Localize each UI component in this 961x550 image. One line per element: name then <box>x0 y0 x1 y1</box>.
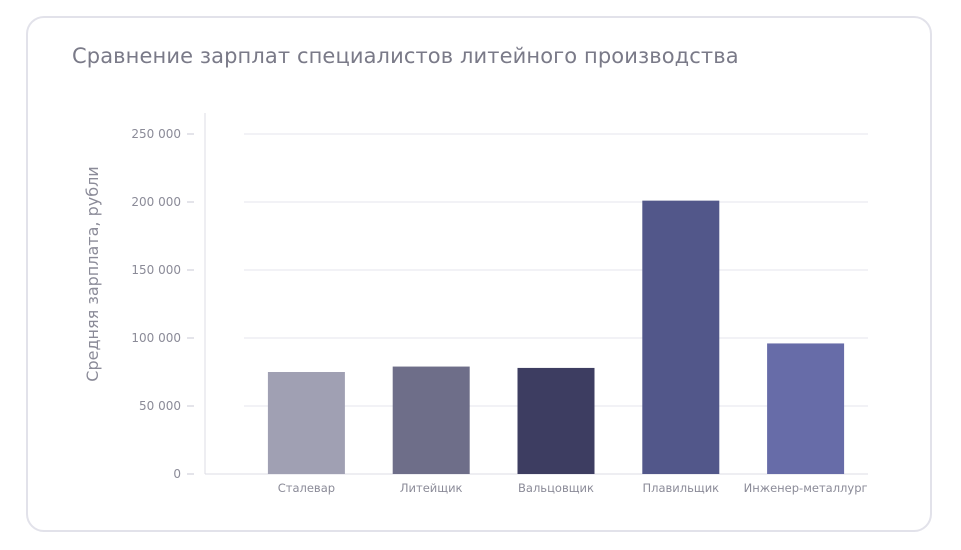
y-tick-label: 50 000 <box>139 399 181 413</box>
y-tick-label: 0 <box>173 467 181 481</box>
x-tick-label: Сталевар <box>278 481 335 495</box>
bars <box>267 200 845 474</box>
bar <box>517 367 595 474</box>
bar <box>392 366 470 474</box>
y-tick-label: 200 000 <box>131 195 181 209</box>
y-tick-label: 100 000 <box>131 331 181 345</box>
chart-title: Сравнение зарплат специалистов литейного… <box>72 44 739 68</box>
x-tick-label: Вальцовщик <box>518 481 594 495</box>
bar <box>767 343 845 474</box>
y-tick-labels: 0 50 000 100 000 150 000 200 000 250 000 <box>131 127 194 481</box>
gridlines <box>244 133 868 407</box>
y-tick-label: 250 000 <box>131 127 181 141</box>
bar <box>267 372 345 474</box>
bar <box>642 200 720 474</box>
x-tick-label: Плавильщик <box>642 481 719 495</box>
x-tick-labels: Сталевар Литейщик Вальцовщик Плавильщик Инже… <box>278 481 868 495</box>
y-axis-label: Средняя зарплата, рубли <box>83 166 102 381</box>
y-tick-label: 150 000 <box>131 263 181 277</box>
x-tick-label: Инженер-металлург <box>744 481 868 495</box>
x-tick-label: Литейщик <box>400 481 463 495</box>
